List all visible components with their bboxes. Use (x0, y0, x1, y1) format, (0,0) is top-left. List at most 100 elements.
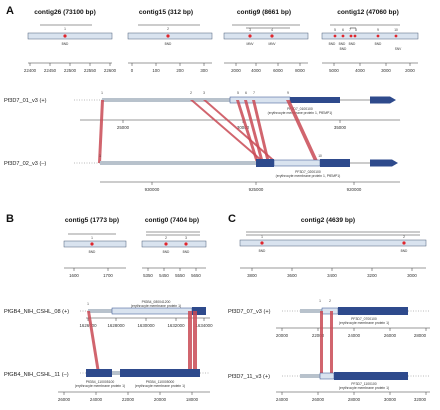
contig-bar (321, 32, 419, 40)
contig-card: contig15 (312 bp) 2 BND 0 100 200 300 (127, 9, 213, 73)
tick-label: 8000 (295, 68, 305, 73)
panel-a-letter: A (6, 5, 14, 17)
tick-label: 32000 (414, 397, 427, 402)
contig-card: contig2 (4639 bp) 1 2 BND BND 3800 3600 … (239, 217, 427, 278)
breakpoint-dot (349, 34, 353, 38)
svg-text:6: 6 (245, 91, 247, 95)
svg-text:1: 1 (319, 299, 321, 303)
gene-block (256, 159, 274, 167)
tick-label: 1634000 (195, 323, 213, 328)
gene-arrow (370, 96, 396, 104)
svg-text:10: 10 (318, 154, 322, 158)
tick-label: 2000 (231, 68, 241, 73)
track-label: Pf3D7_01_v3 (+) (4, 98, 47, 104)
tick-label: 28000 (348, 397, 361, 402)
svg-text:9: 9 (287, 91, 289, 95)
tick-label: 3800 (247, 273, 257, 278)
svg-text:BND: BND (339, 42, 346, 46)
svg-text:BND: BND (375, 42, 382, 46)
gene-id: PfGB4_110005100 (86, 380, 115, 384)
tick-label: 1626000 (79, 323, 97, 328)
svg-text:SNV: SNV (395, 47, 402, 51)
gene-block (338, 307, 408, 315)
tick-label: 18000 (186, 397, 199, 402)
breakpoint-dot (270, 34, 274, 38)
svg-text:10: 10 (394, 28, 398, 32)
tick-label: 20000 (154, 397, 167, 402)
contig-card: contig5 (1773 bp) 1 BND 1600 1700 (63, 217, 127, 278)
tick-label: 0 (131, 68, 134, 73)
tick-label: 22550 (84, 68, 97, 73)
tick-label: 22450 (44, 68, 57, 73)
tick-label: 6000 (273, 68, 283, 73)
contig-title: contig15 (312 bp) (139, 9, 193, 16)
tick-label: 22500 (64, 68, 77, 73)
contig-title: contig0 (7404 bp) (145, 217, 199, 224)
tick-label: 925000 (249, 187, 264, 192)
svg-text:1: 1 (87, 302, 89, 306)
breakpoint-dot (248, 34, 252, 38)
tick-label: 1632000 (167, 323, 185, 328)
gene-block (86, 369, 112, 377)
tick-label: 28000 (414, 333, 427, 338)
breakpoint-dot (164, 242, 168, 246)
svg-text:BND: BND (89, 250, 96, 254)
tick-label: 1700 (103, 273, 113, 278)
contig-title: contig9 (8661 bp) (237, 9, 291, 16)
tick-label: 3400 (327, 273, 337, 278)
contig-bar (127, 32, 213, 40)
gene-id: PF3D7_0700100 (351, 317, 377, 321)
svg-text:BND: BND (163, 250, 170, 254)
tick-label: 26000 (384, 333, 397, 338)
gene-desc: (erythrocyte membrane protein 1, PfEMP1) (276, 174, 341, 178)
panel-b-letter: B (6, 213, 14, 225)
track-label: PfGB4_NIH_CSHL_08 (+) (4, 309, 69, 315)
svg-text:1: 1 (99, 154, 101, 158)
breakpoint-dot (376, 34, 380, 38)
svg-text:BND: BND (329, 42, 336, 46)
chromosome-bar (300, 309, 322, 313)
breakpoint-dot (260, 241, 264, 245)
tick-label: 5350 (143, 273, 153, 278)
tick-label: 3600 (287, 273, 297, 278)
tick-label: 3000 (381, 68, 391, 73)
svg-text:1: 1 (64, 27, 66, 31)
panel-c-letter: C (228, 213, 236, 225)
svg-text:2: 2 (165, 236, 167, 240)
breakpoint-dot (333, 34, 337, 38)
tick-label: 5650 (191, 273, 201, 278)
contig-segment (273, 159, 321, 167)
contig-bar (141, 240, 207, 248)
track-label: Pf3D7_11_v3 (+) (228, 374, 270, 380)
breakpoint-dot (394, 34, 398, 38)
gene-block (192, 307, 206, 315)
breakpoint-dot (166, 34, 170, 38)
contig-bar (239, 239, 427, 247)
gene-block (334, 372, 408, 380)
chromosome-bar (112, 371, 120, 375)
gene-id: PfGB4_080041200 (142, 300, 171, 304)
gene-desc: (erythrocyte membrane protein 1) (135, 384, 185, 388)
svg-text:7: 7 (349, 28, 351, 32)
gene-id: PF3D7_0200100 (295, 170, 321, 174)
panel-c: C contig2 (4639 bp) 1 2 BND BND 3800 360… (228, 213, 430, 402)
svg-text:6: 6 (342, 28, 344, 32)
svg-text:3: 3 (203, 91, 205, 95)
contig-card: contig9 (8661 bp) 3 4 MNV MNV 2000 4000 … (223, 9, 309, 73)
svg-text:BND: BND (349, 42, 356, 46)
svg-text:1: 1 (91, 236, 93, 240)
breakpoint-links (87, 311, 197, 373)
gene-id: PfGB4_110005000 (146, 380, 175, 384)
chromosome-track: Pf3D7_02_v3 (–) 1 10 PF3D7_0200100 (eryt… (4, 154, 400, 192)
tick-label: 20000 (276, 333, 289, 338)
tick-label: 4000 (251, 68, 261, 73)
contig-title: contig26 (73100 bp) (34, 9, 96, 16)
tick-label: 2000 (405, 68, 415, 73)
svg-text:3: 3 (249, 28, 251, 32)
svg-text:BND: BND (259, 249, 266, 253)
gene-block (290, 97, 340, 103)
gene-desc: (erythrocyte membrane protein 1) (339, 321, 389, 325)
panel-b: B contig5 (1773 bp) 1 BND 1600 1700 cont… (4, 213, 213, 402)
contig-title: contig12 (47060 bp) (337, 9, 399, 16)
tick-label: 3000 (407, 273, 417, 278)
